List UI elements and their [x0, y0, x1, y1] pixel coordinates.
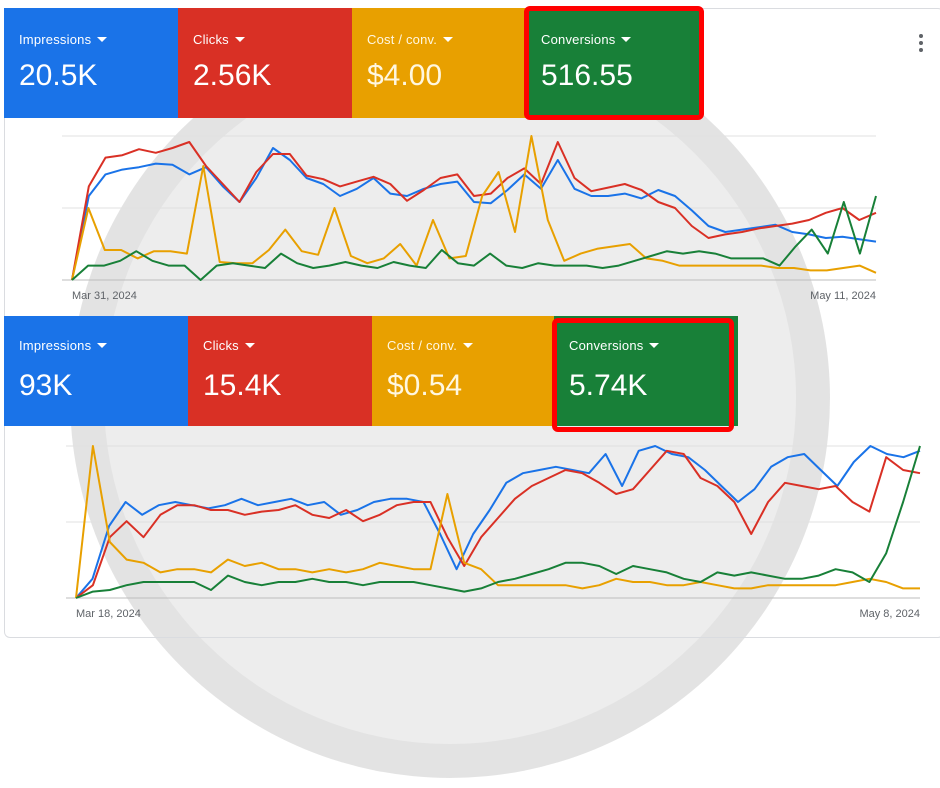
metric-tile-conversions[interactable]: Conversions 516.55 — [526, 8, 700, 118]
dropdown-caret-icon[interactable] — [244, 343, 255, 348]
series-line-clicks — [75, 449, 921, 599]
metric-tile-clicks[interactable]: Clicks 15.4K — [188, 316, 372, 426]
gridlines — [66, 445, 920, 599]
gridlines — [62, 135, 876, 281]
tile-label: Impressions — [19, 32, 92, 47]
tile-value: 2.56K — [193, 59, 272, 92]
dropdown-caret-icon[interactable] — [234, 37, 245, 42]
tile-value: 5.74K — [569, 369, 648, 402]
x-tick-start: Mar 31, 2024 — [72, 290, 137, 302]
dropdown-caret-icon[interactable] — [649, 343, 660, 348]
tile-label: Conversions — [569, 338, 644, 353]
series-line-cost — [71, 135, 877, 281]
bottom-line-chart: Mar 18, 2024 May 8, 2024 — [66, 445, 921, 620]
top-line-chart: Mar 31, 2024 May 11, 2024 — [62, 135, 877, 302]
bottom-metric-tiles: Impressions 93K Clicks 15.4K Cost / conv… — [4, 316, 738, 426]
tile-label: Clicks — [203, 338, 239, 353]
dropdown-caret-icon[interactable] — [443, 37, 454, 42]
tile-label: Clicks — [193, 32, 229, 47]
tile-value: $0.54 — [387, 369, 463, 402]
x-tick-end: May 11, 2024 — [810, 290, 876, 302]
tile-value: 15.4K — [203, 369, 282, 402]
metric-tile-cost-per-conv[interactable]: Cost / conv. $4.00 — [352, 8, 526, 118]
series-line-cost — [75, 445, 920, 599]
series-line-conversions — [75, 445, 921, 599]
series-line-conversions — [71, 195, 877, 281]
chart-series-group — [75, 445, 921, 599]
metric-tile-impressions[interactable]: Impressions 93K — [4, 316, 188, 426]
metric-tile-impressions[interactable]: Impressions 20.5K — [4, 8, 178, 118]
tile-value: 516.55 — [541, 59, 633, 92]
tile-label: Impressions — [19, 338, 92, 353]
metric-tile-cost-per-conv[interactable]: Cost / conv. $0.54 — [372, 316, 554, 426]
tile-value: 20.5K — [19, 59, 98, 92]
series-line-impressions — [75, 445, 921, 599]
top-metric-tiles: Impressions 20.5K Clicks 2.56K Cost / co… — [4, 8, 700, 118]
dropdown-caret-icon[interactable] — [97, 343, 108, 348]
dropdown-caret-icon[interactable] — [97, 37, 108, 42]
tile-label: Cost / conv. — [387, 338, 458, 353]
dropdown-caret-icon[interactable] — [621, 37, 632, 42]
dropdown-caret-icon[interactable] — [463, 343, 474, 348]
tile-label: Conversions — [541, 32, 616, 47]
metric-tile-conversions[interactable]: Conversions 5.74K — [554, 316, 738, 426]
chart-series-group — [71, 135, 877, 281]
tile-value: 93K — [19, 369, 73, 402]
tile-label: Cost / conv. — [367, 32, 438, 47]
x-tick-start: Mar 18, 2024 — [76, 608, 141, 620]
x-tick-end: May 8, 2024 — [859, 608, 920, 620]
series-line-clicks — [71, 141, 877, 281]
tile-value: $4.00 — [367, 59, 443, 92]
more-vert-icon[interactable] — [910, 30, 932, 56]
series-line-impressions — [71, 147, 877, 281]
metric-tile-clicks[interactable]: Clicks 2.56K — [178, 8, 352, 118]
